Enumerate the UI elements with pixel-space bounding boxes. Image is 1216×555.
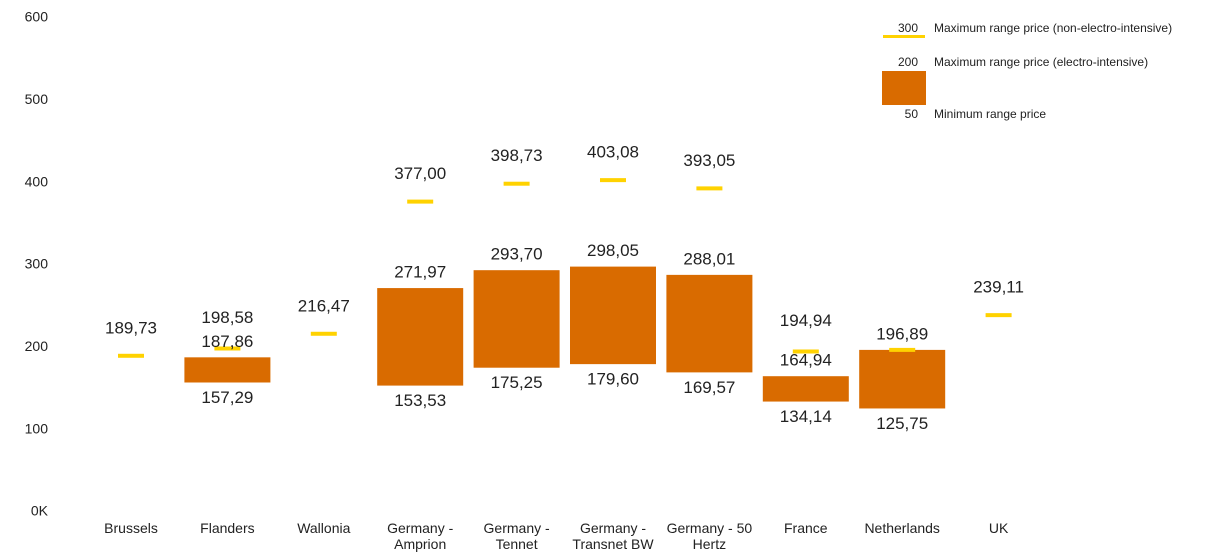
marker (696, 186, 723, 191)
data-label: 157,29 (201, 388, 253, 407)
x-tick-label: Germany - 50 Hertz (666, 520, 753, 552)
marker (118, 353, 144, 358)
data-label: 377,00 (394, 164, 446, 183)
marker (407, 199, 434, 204)
data-label: 164,94 (780, 351, 832, 370)
legend-label: Minimum range price (934, 107, 1046, 121)
x-tick-label: France (784, 520, 828, 536)
x-tick-label: Germany - Tennet (483, 520, 550, 552)
data-label: 398,73 (491, 146, 543, 165)
y-tick-label: 100 (25, 420, 49, 436)
marker (889, 347, 916, 352)
x-tick-label: Germany - Amprion (387, 520, 454, 552)
data-label: 125,75 (876, 414, 928, 433)
marker (310, 331, 337, 336)
bar (859, 349, 946, 409)
y-tick-label: 400 (25, 173, 49, 189)
legend-sample: 50 (905, 107, 919, 121)
data-label: 271,97 (394, 263, 446, 282)
y-tick-label: 300 (25, 256, 49, 272)
x-tick-label: Germany - Transnet BW (572, 520, 654, 552)
legend-label: Maximum range price (non-electro-intensi… (934, 21, 1172, 35)
legend-bar (882, 71, 926, 105)
data-label: 293,70 (491, 245, 543, 264)
data-label: 403,08 (587, 143, 639, 162)
data-label: 393,05 (683, 151, 735, 170)
data-label: 288,01 (683, 249, 735, 268)
x-tick-label: Wallonia (297, 520, 351, 536)
data-label: 153,53 (394, 391, 446, 410)
bar (666, 274, 753, 373)
data-label: 179,60 (587, 370, 639, 389)
marker (792, 349, 819, 354)
y-tick-label: 200 (25, 338, 49, 354)
y-tick-label: 0K (31, 503, 49, 519)
marker (985, 313, 1012, 318)
x-tick-label: UK (988, 520, 1009, 536)
marker (214, 346, 241, 351)
data-label: 189,73 (105, 318, 157, 337)
data-label: 298,05 (587, 241, 639, 260)
data-label: 216,47 (298, 296, 350, 315)
data-label: 187,86 (201, 332, 253, 351)
legend-sample: 300 (898, 21, 918, 35)
data-label: 175,25 (491, 373, 543, 392)
data-label: 169,57 (683, 378, 735, 397)
legend-sample: 200 (898, 55, 918, 69)
x-tick-label: Flanders (200, 520, 255, 536)
data-label: 194,94 (780, 311, 832, 330)
bar (473, 270, 560, 368)
bar (570, 266, 656, 365)
marker (503, 181, 530, 186)
data-label: 239,11 (973, 278, 1024, 297)
x-tick-label: Netherlands (864, 520, 940, 536)
bar (184, 357, 271, 383)
legend-label: Maximum range price (electro-intensive) (934, 55, 1148, 69)
bar (377, 288, 464, 386)
legend-marker (883, 35, 925, 38)
bar (762, 376, 849, 402)
y-tick-label: 600 (25, 9, 49, 25)
marker (600, 178, 626, 183)
y-tick-label: 500 (25, 91, 49, 107)
data-label: 198,58 (201, 308, 253, 327)
x-tick-label: Brussels (104, 520, 158, 536)
data-label: 134,14 (780, 407, 832, 426)
data-label: 196,89 (876, 324, 928, 343)
